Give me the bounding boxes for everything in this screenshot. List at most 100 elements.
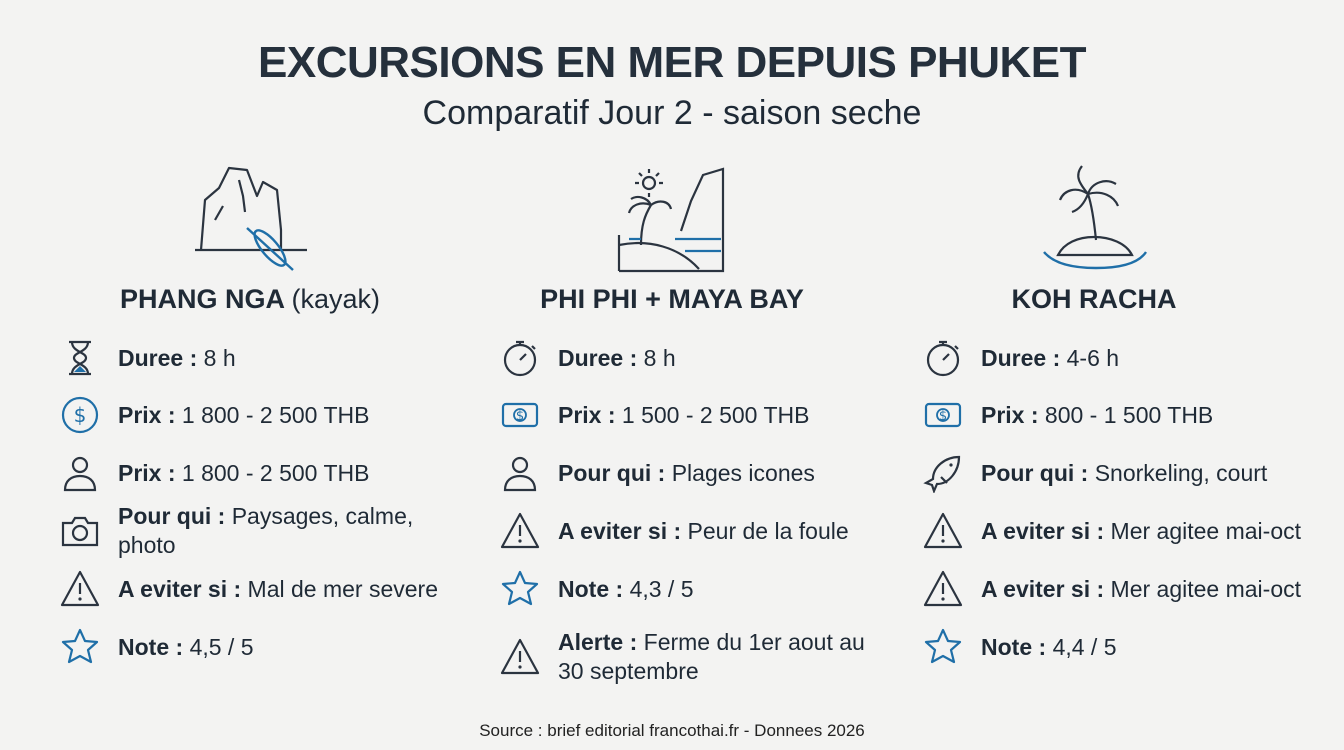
row-label: Prix : — [118, 401, 176, 428]
row-value: 8 h — [643, 344, 676, 371]
info-row: Prix : 1 800 - 2 500 THB — [60, 395, 448, 435]
row-text: Note : 4,4 / 5 — [981, 633, 1311, 662]
row-text: A eviter si : Mal de mer severe — [118, 575, 448, 604]
row-value: 1 500 - 2 500 THB — [621, 401, 810, 428]
row-label: A eviter si : — [118, 575, 242, 602]
row-label: A eviter si : — [981, 575, 1105, 602]
row-text: Prix : 1 800 - 2 500 THB — [118, 459, 448, 488]
row-text: Pour qui : Plages icones — [558, 459, 888, 488]
row-value: Ferme du 1er aout au 30 septembre — [558, 629, 865, 684]
row-text: Pour qui : Paysages, calme, photo — [118, 502, 448, 560]
row-text: Duree : 4-6 h — [981, 344, 1311, 373]
row-icon — [60, 511, 100, 551]
info-row: A eviter si : Mer agitee mai-oct — [923, 569, 1311, 609]
row-value: Mer agitee mai-oct — [1110, 517, 1302, 544]
row-label: Duree : — [558, 344, 638, 371]
info-row: A eviter si : Mal de mer severe — [60, 569, 448, 609]
row-icon — [60, 395, 100, 435]
row-text: Prix : 1 800 - 2 500 THB — [118, 401, 448, 430]
row-value: 1 800 - 2 500 THB — [181, 401, 370, 428]
column-title-main: PHI PHI + MAYA BAY — [540, 284, 804, 314]
row-label: Alerte : — [558, 629, 638, 655]
row-icon — [500, 569, 540, 609]
info-row: Prix : 800 - 1 500 THB — [923, 395, 1311, 435]
row-label: Pour qui : — [981, 459, 1089, 486]
column-title: KOH RACHA — [874, 284, 1314, 315]
row-value: Snorkeling, court — [1094, 459, 1268, 486]
row-value: Mal de mer severe — [247, 575, 439, 602]
column-title: PHANG NGA (kayak) — [30, 284, 470, 315]
row-value: 4-6 h — [1066, 344, 1120, 371]
info-row: Alerte : Ferme du 1er aout au 30 septemb… — [500, 629, 888, 684]
row-icon — [60, 569, 100, 609]
row-icon — [923, 511, 963, 551]
row-icon — [500, 453, 540, 493]
row-icon — [500, 338, 540, 378]
row-text: Pour qui : Snorkeling, court — [981, 459, 1311, 488]
row-text: Duree : 8 h — [558, 344, 888, 373]
column-title-note: (kayak) — [291, 284, 381, 314]
row-icon — [923, 453, 963, 493]
row-value: Plages icones — [671, 459, 815, 486]
info-row: Duree : 8 h — [60, 338, 448, 378]
row-value: Peur de la foule — [687, 517, 849, 544]
info-row: Prix : 1 500 - 2 500 THB — [500, 395, 888, 435]
row-icon — [60, 453, 100, 493]
row-text: Note : 4,3 / 5 — [558, 575, 888, 604]
info-row: Note : 4,3 / 5 — [500, 569, 888, 609]
row-icon — [500, 637, 540, 677]
info-row: Note : 4,5 / 5 — [60, 627, 448, 667]
column-title-main: KOH RACHA — [1011, 284, 1177, 314]
row-label: Prix : — [558, 401, 616, 428]
row-label: Pour qui : — [118, 503, 226, 529]
info-row: Pour qui : Snorkeling, court — [923, 453, 1311, 493]
row-label: Duree : — [981, 344, 1061, 371]
title: EXCURSIONS EN MER DEPUIS PHUKET — [258, 38, 1086, 87]
row-icon — [60, 338, 100, 378]
illustration-beach — [617, 167, 725, 273]
column-title: PHI PHI + MAYA BAY — [452, 284, 892, 315]
info-row: Prix : 1 800 - 2 500 THB — [60, 453, 448, 493]
row-value: 8 h — [203, 344, 236, 371]
row-text: Duree : 8 h — [118, 344, 448, 373]
info-row: Note : 4,4 / 5 — [923, 627, 1311, 667]
row-label: Duree : — [118, 344, 198, 371]
row-icon — [500, 395, 540, 435]
info-row: Duree : 8 h — [500, 338, 888, 378]
row-text: Note : 4,5 / 5 — [118, 633, 448, 662]
row-value: Paysages, calme, photo — [118, 503, 414, 558]
row-text: A eviter si : Peur de la foule — [558, 517, 888, 546]
info-row: Pour qui : Plages icones — [500, 453, 888, 493]
info-row: A eviter si : Mer agitee mai-oct — [923, 511, 1311, 551]
row-text: Prix : 800 - 1 500 THB — [981, 401, 1311, 430]
illustration-kayak — [195, 166, 307, 271]
row-icon — [923, 627, 963, 667]
row-label: Note : — [558, 575, 624, 602]
row-text: Prix : 1 500 - 2 500 THB — [558, 401, 888, 430]
row-label: A eviter si : — [981, 517, 1105, 544]
info-row: Duree : 4-6 h — [923, 338, 1311, 378]
row-value: 1 800 - 2 500 THB — [181, 459, 370, 486]
row-label: Note : — [981, 633, 1047, 660]
column-title-main: PHANG NGA — [119, 284, 284, 314]
row-icon — [923, 569, 963, 609]
illustration-island — [1043, 165, 1147, 270]
row-value: 4,3 / 5 — [629, 575, 694, 602]
row-icon — [60, 627, 100, 667]
row-text: A eviter si : Mer agitee mai-oct — [981, 575, 1311, 604]
row-icon — [923, 395, 963, 435]
info-row: Pour qui : Paysages, calme, photo — [60, 503, 448, 558]
info-row: A eviter si : Peur de la foule — [500, 511, 888, 551]
row-text: Alerte : Ferme du 1er aout au 30 septemb… — [558, 628, 888, 686]
source: Source : brief editorial francothai.fr -… — [479, 721, 865, 740]
subtitle: Comparatif Jour 2 - saison seche — [422, 94, 922, 132]
row-label: Prix : — [981, 401, 1039, 428]
row-value: Mer agitee mai-oct — [1110, 575, 1302, 602]
row-text: A eviter si : Mer agitee mai-oct — [981, 517, 1311, 546]
row-value: 4,4 / 5 — [1052, 633, 1117, 660]
row-label: A eviter si : — [558, 517, 682, 544]
row-value: 4,5 / 5 — [189, 633, 254, 660]
row-icon — [923, 338, 963, 378]
row-label: Note : — [118, 633, 184, 660]
